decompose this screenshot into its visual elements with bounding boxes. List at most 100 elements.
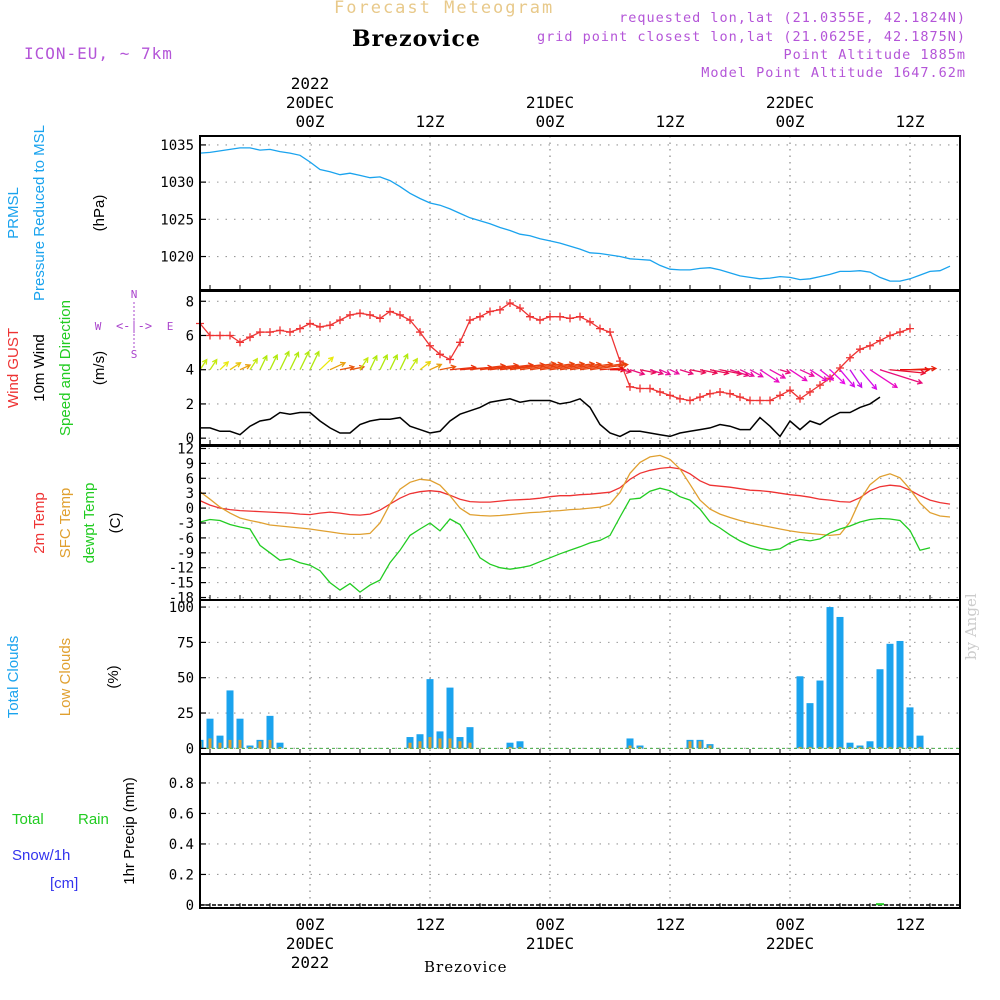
total-cloud-bar [516,741,524,749]
total-cloud-bar [846,742,854,749]
y-tick-label: 0.2 [169,867,194,883]
wind-direction-arrow [409,357,418,371]
y-tick-label: 9 [186,456,194,472]
gust-marker [646,384,654,393]
low-cloud-bar [888,746,892,749]
low-cloud-bar [858,746,862,749]
panel-label-temp: (C) [107,513,124,534]
y-tick-label: 0 [186,431,194,447]
panel-label-pressure: PRMSL [5,187,22,239]
footer-station: Brezovice [424,958,508,976]
low-cloud-bar [878,746,882,749]
gust-marker [526,312,534,321]
wind-direction-arrow [889,369,927,376]
panel-label-clouds: Total Clouds [5,636,22,719]
low-cloud-bar [698,741,702,749]
wind-direction-arrow [869,369,899,389]
bottom-time-label: 2022 [291,953,330,972]
wind-direction-arrow [859,369,878,391]
wind-direction-arrow [789,369,808,382]
wind-direction-arrow [829,369,846,385]
station-title: Brezovice [352,26,481,52]
panel-label-wind: (m/s) [91,351,108,385]
y-tick-label: -6 [177,531,194,547]
wind-direction-arrow [619,368,633,375]
gust-marker [756,396,764,405]
y-tick-label: 3 [186,486,194,502]
precip-axis-label: 1hr Precip (mm) [121,777,138,885]
model-altitude: Model Point Altitude 1647.62m [701,65,966,81]
gust-marker [246,333,254,342]
gust-marker [866,341,874,350]
bottom-time-label: 21DEC [526,934,574,953]
gust-marker [366,310,374,319]
gust-marker [856,345,864,354]
wind-direction-arrow [359,356,369,371]
wind-direction-arrow [799,369,816,378]
gust-marker [466,316,474,325]
y-tick-label: 6 [186,471,194,487]
y-tick-label: -18 [169,591,194,607]
low-cloud-bar [628,745,632,749]
panel-frame-clouds [199,599,961,755]
gust-marker [276,326,284,335]
wind-direction-arrow [589,362,629,371]
total-cloud-bar [876,669,884,749]
y-tick-label: 0 [186,741,194,757]
y-tick-label: 1020 [160,250,194,266]
total-cloud-bar [416,734,424,749]
low-cloud-bar [828,746,832,749]
wind-direction-arrow [759,369,780,383]
wind-direction-arrow [839,369,856,388]
gust-marker [556,312,564,321]
gridpoint-coordinates: grid point closest lon,lat (21.0625E, 42… [536,29,966,45]
pressure-line [200,147,951,282]
low-cloud-bar [518,746,522,749]
y-tick-label: -15 [169,576,194,592]
low-cloud-bar [268,739,272,749]
gust-marker [846,353,854,362]
gust-marker [336,316,344,325]
low-cloud-bar [418,741,422,749]
y-tick-label: 25 [177,706,194,722]
gust-marker [586,317,594,326]
low-cloud-bar [908,746,912,749]
gust-marker [216,331,224,340]
panel-label-temp: dewpt Temp [81,483,98,564]
frame-layer [199,135,961,909]
bottom-time-label: 12Z [896,915,925,934]
y-tick-label: 50 [177,671,194,687]
gust-marker [766,396,774,405]
data-layer [196,147,960,906]
gust-marker [776,391,784,400]
low-cloud-bar [688,741,692,749]
gust-marker [426,341,434,350]
gust-marker [566,314,574,323]
gust-marker [296,324,304,333]
top-time-label: 2022 [291,74,330,93]
point-altitude: Point Altitude 1885m [783,47,966,63]
gust-marker [546,312,554,321]
grid-layer [200,136,960,908]
low-cloud-bar [248,746,252,749]
wind-direction-arrow [739,369,756,378]
panel-label-pressure: (hPa) [91,195,108,232]
panel-label-clouds: (%) [105,665,122,688]
total-cloud-bar [896,640,904,749]
compass-east: E [167,320,174,333]
top-time-label: 20DEC [286,93,334,112]
gust-marker [416,328,424,337]
wind-direction-arrow [879,369,924,385]
low-cloud-bar [848,746,852,749]
y-tick-label: 75 [177,635,194,651]
gust-marker [356,309,364,318]
panel-label-temp: SFC Temp [57,488,74,559]
y-tick-label: -3 [177,516,194,532]
top-time-label: 12Z [896,112,925,131]
top-time-label: 00Z [296,112,325,131]
wind-direction-arrow [659,369,672,376]
y-tick-label: 0.6 [169,806,194,822]
gust-marker [726,389,734,398]
low-cloud-bar [918,746,922,749]
